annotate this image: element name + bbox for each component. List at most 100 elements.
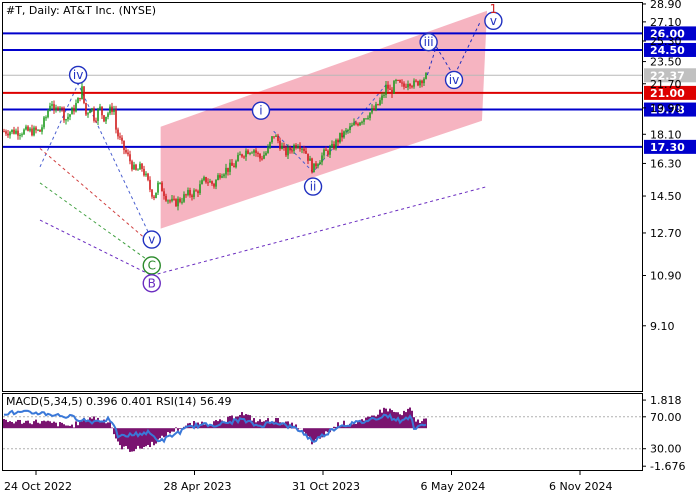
candle-body	[93, 108, 95, 121]
macd-histogram-bar	[203, 424, 205, 429]
candle-body	[377, 104, 379, 106]
macd-histogram-bar	[423, 418, 425, 429]
macd-histogram-bar	[145, 428, 147, 447]
candle-body	[379, 100, 381, 105]
wave-label: iv	[73, 68, 83, 82]
macd-histogram-bar	[281, 424, 283, 429]
candle-body	[105, 116, 107, 122]
candle-body	[419, 80, 421, 86]
macd-histogram-bar	[225, 421, 227, 429]
candle-body	[323, 149, 325, 156]
candle-body	[15, 130, 17, 134]
date-axis-label: 6 May 2024	[421, 480, 486, 493]
macd-histogram-bar	[39, 423, 41, 429]
candle-body	[221, 176, 223, 178]
macd-histogram-bar	[375, 416, 377, 429]
candle-body	[107, 113, 109, 117]
macd-histogram-bar	[209, 424, 211, 429]
candle-body	[75, 103, 77, 112]
macd-histogram-bar	[17, 419, 19, 429]
current-price-badge	[644, 68, 696, 83]
candle-body	[133, 164, 135, 170]
candle-body	[17, 130, 19, 136]
macd-histogram-bar	[341, 425, 343, 429]
candle-body	[171, 198, 173, 201]
macd-histogram-bar	[213, 421, 215, 429]
macd-histogram-bar	[69, 425, 71, 429]
price-axis-label: 14.50	[650, 190, 682, 203]
wave-label: B	[148, 276, 156, 290]
candle-body	[65, 119, 67, 121]
macd-histogram-bar	[43, 420, 45, 429]
macd-histogram-bar	[199, 425, 201, 429]
candle-body	[127, 152, 129, 155]
macd-histogram-bar	[139, 428, 141, 449]
candle-body	[41, 127, 43, 132]
macd-histogram-bar	[9, 421, 11, 429]
macd-histogram-bar	[169, 428, 171, 434]
wave-label: ii	[310, 180, 317, 194]
macd-histogram-bar	[97, 417, 99, 429]
candle-body	[139, 163, 141, 170]
date-axis-label: 31 Oct 2023	[292, 480, 360, 493]
candle-body	[243, 156, 245, 158]
macd-histogram-bar	[95, 419, 97, 429]
wave-label-circle	[68, 65, 88, 85]
candle-body	[367, 117, 369, 119]
candle-body	[181, 201, 183, 203]
macd-histogram-bar	[259, 419, 261, 429]
candle-body	[415, 80, 417, 82]
macd-histogram-bar	[235, 416, 237, 429]
price-level-label: 26.00	[650, 27, 685, 40]
candle-body	[249, 152, 251, 154]
candle-body	[265, 152, 267, 156]
macd-histogram-bar	[75, 421, 77, 429]
candle-body	[205, 177, 207, 183]
macd-histogram-bar	[127, 428, 129, 449]
price-axis-label: 21.70	[650, 78, 682, 91]
elliott-guide-lines	[39, 82, 488, 276]
wave-label: v	[148, 233, 155, 247]
macd-histogram-bar	[261, 421, 263, 429]
candle-body	[49, 105, 51, 111]
macd-histogram-bar	[47, 420, 49, 429]
candle-body	[283, 145, 285, 147]
macd-histogram-bar	[303, 428, 305, 432]
candle-body	[119, 136, 121, 138]
candle-body	[349, 126, 351, 131]
macd-histogram-bar	[269, 422, 271, 429]
macd-histogram-bar	[381, 412, 383, 429]
macd-histogram-bar	[171, 428, 173, 432]
candle-body	[403, 83, 405, 87]
macd-histogram-bar	[221, 420, 223, 429]
macd-histogram-bar	[51, 422, 53, 429]
candle-body	[413, 80, 415, 87]
candle-body	[321, 155, 323, 163]
candle-body	[121, 137, 123, 141]
macd-histogram-bar	[99, 420, 101, 429]
price-level-badge	[644, 42, 696, 57]
candle-body	[197, 191, 199, 194]
candle-body	[159, 182, 161, 184]
candle-body	[373, 108, 375, 111]
candle-body	[333, 144, 335, 149]
candle-body	[371, 108, 373, 113]
candle-body	[211, 181, 213, 184]
macd-histogram-bar	[167, 428, 169, 433]
macd-histogram-bar	[53, 421, 55, 429]
macd-histogram-bar	[359, 420, 361, 429]
candle-body	[267, 147, 269, 153]
candle-body	[95, 120, 97, 122]
macd-histogram-bar	[157, 428, 159, 440]
candle-body	[345, 130, 347, 132]
macd-histogram-bar	[233, 418, 235, 429]
macd-histogram-bar	[161, 428, 163, 436]
macd-histogram-bar	[29, 423, 31, 429]
candle-body	[329, 147, 331, 155]
candle-body	[183, 194, 185, 202]
candle-body	[169, 200, 171, 202]
macd-histogram-bar	[377, 414, 379, 429]
price-axis-label: 28.90	[650, 0, 682, 11]
trend-channel-band	[160, 10, 488, 229]
price-axis-label: 10.90	[650, 270, 682, 283]
